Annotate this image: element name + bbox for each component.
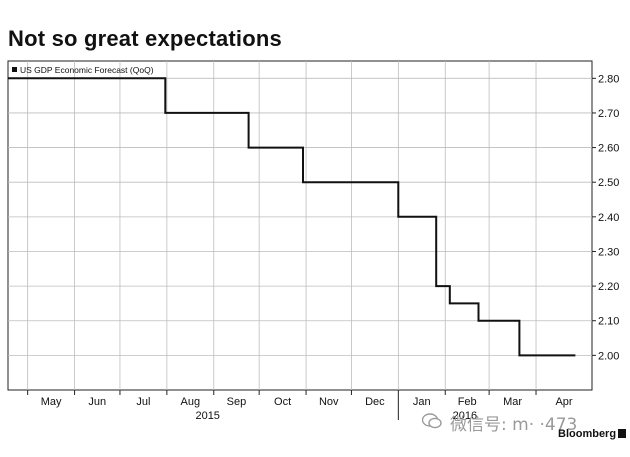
year-label: 2016 xyxy=(453,410,477,422)
watermark-text: 微信号: m· ·473 xyxy=(450,415,578,435)
plot-frame xyxy=(7,60,593,391)
legend-label: US GDP Economic Forecast (QoQ) xyxy=(20,65,154,75)
year-label: 2015 xyxy=(195,410,219,422)
y-tick-label: 2.20 xyxy=(598,281,619,293)
x-tick-label: Dec xyxy=(365,396,385,408)
chart-title: Not so great expectations xyxy=(8,26,282,51)
legend-swatch xyxy=(12,67,17,72)
x-tick-label: Jun xyxy=(88,396,106,408)
y-tick-label: 2.70 xyxy=(598,108,619,120)
x-tick-label: Sep xyxy=(227,396,247,408)
y-tick-label: 2.10 xyxy=(598,316,619,328)
x-tick-label: May xyxy=(41,396,62,408)
x-tick-label: Apr xyxy=(555,396,572,408)
bloomberg-logo-icon xyxy=(618,429,627,438)
x-tick-label: Aug xyxy=(181,396,201,408)
x-tick-label: Oct xyxy=(274,396,291,408)
source-label: Bloomberg xyxy=(558,428,627,440)
wechat-icon xyxy=(422,413,442,429)
y-tick-label: 2.60 xyxy=(598,143,619,155)
x-tick-label: Mar xyxy=(503,396,522,408)
watermark: 微信号: m· ·473 xyxy=(424,410,577,435)
y-tick-label: 2.80 xyxy=(598,73,619,85)
x-tick-label: Jan xyxy=(413,396,431,408)
y-tick-label: 2.40 xyxy=(598,212,619,224)
x-tick-label: Jul xyxy=(136,396,150,408)
y-tick-label: 2.00 xyxy=(598,350,619,362)
series-line xyxy=(8,77,576,357)
source-text: Bloomberg xyxy=(558,428,617,440)
x-tick-label: Nov xyxy=(319,396,339,408)
y-tick-label: 2.50 xyxy=(598,177,619,189)
x-tick-label: Feb xyxy=(458,396,477,408)
y-tick-label: 2.30 xyxy=(598,246,619,258)
